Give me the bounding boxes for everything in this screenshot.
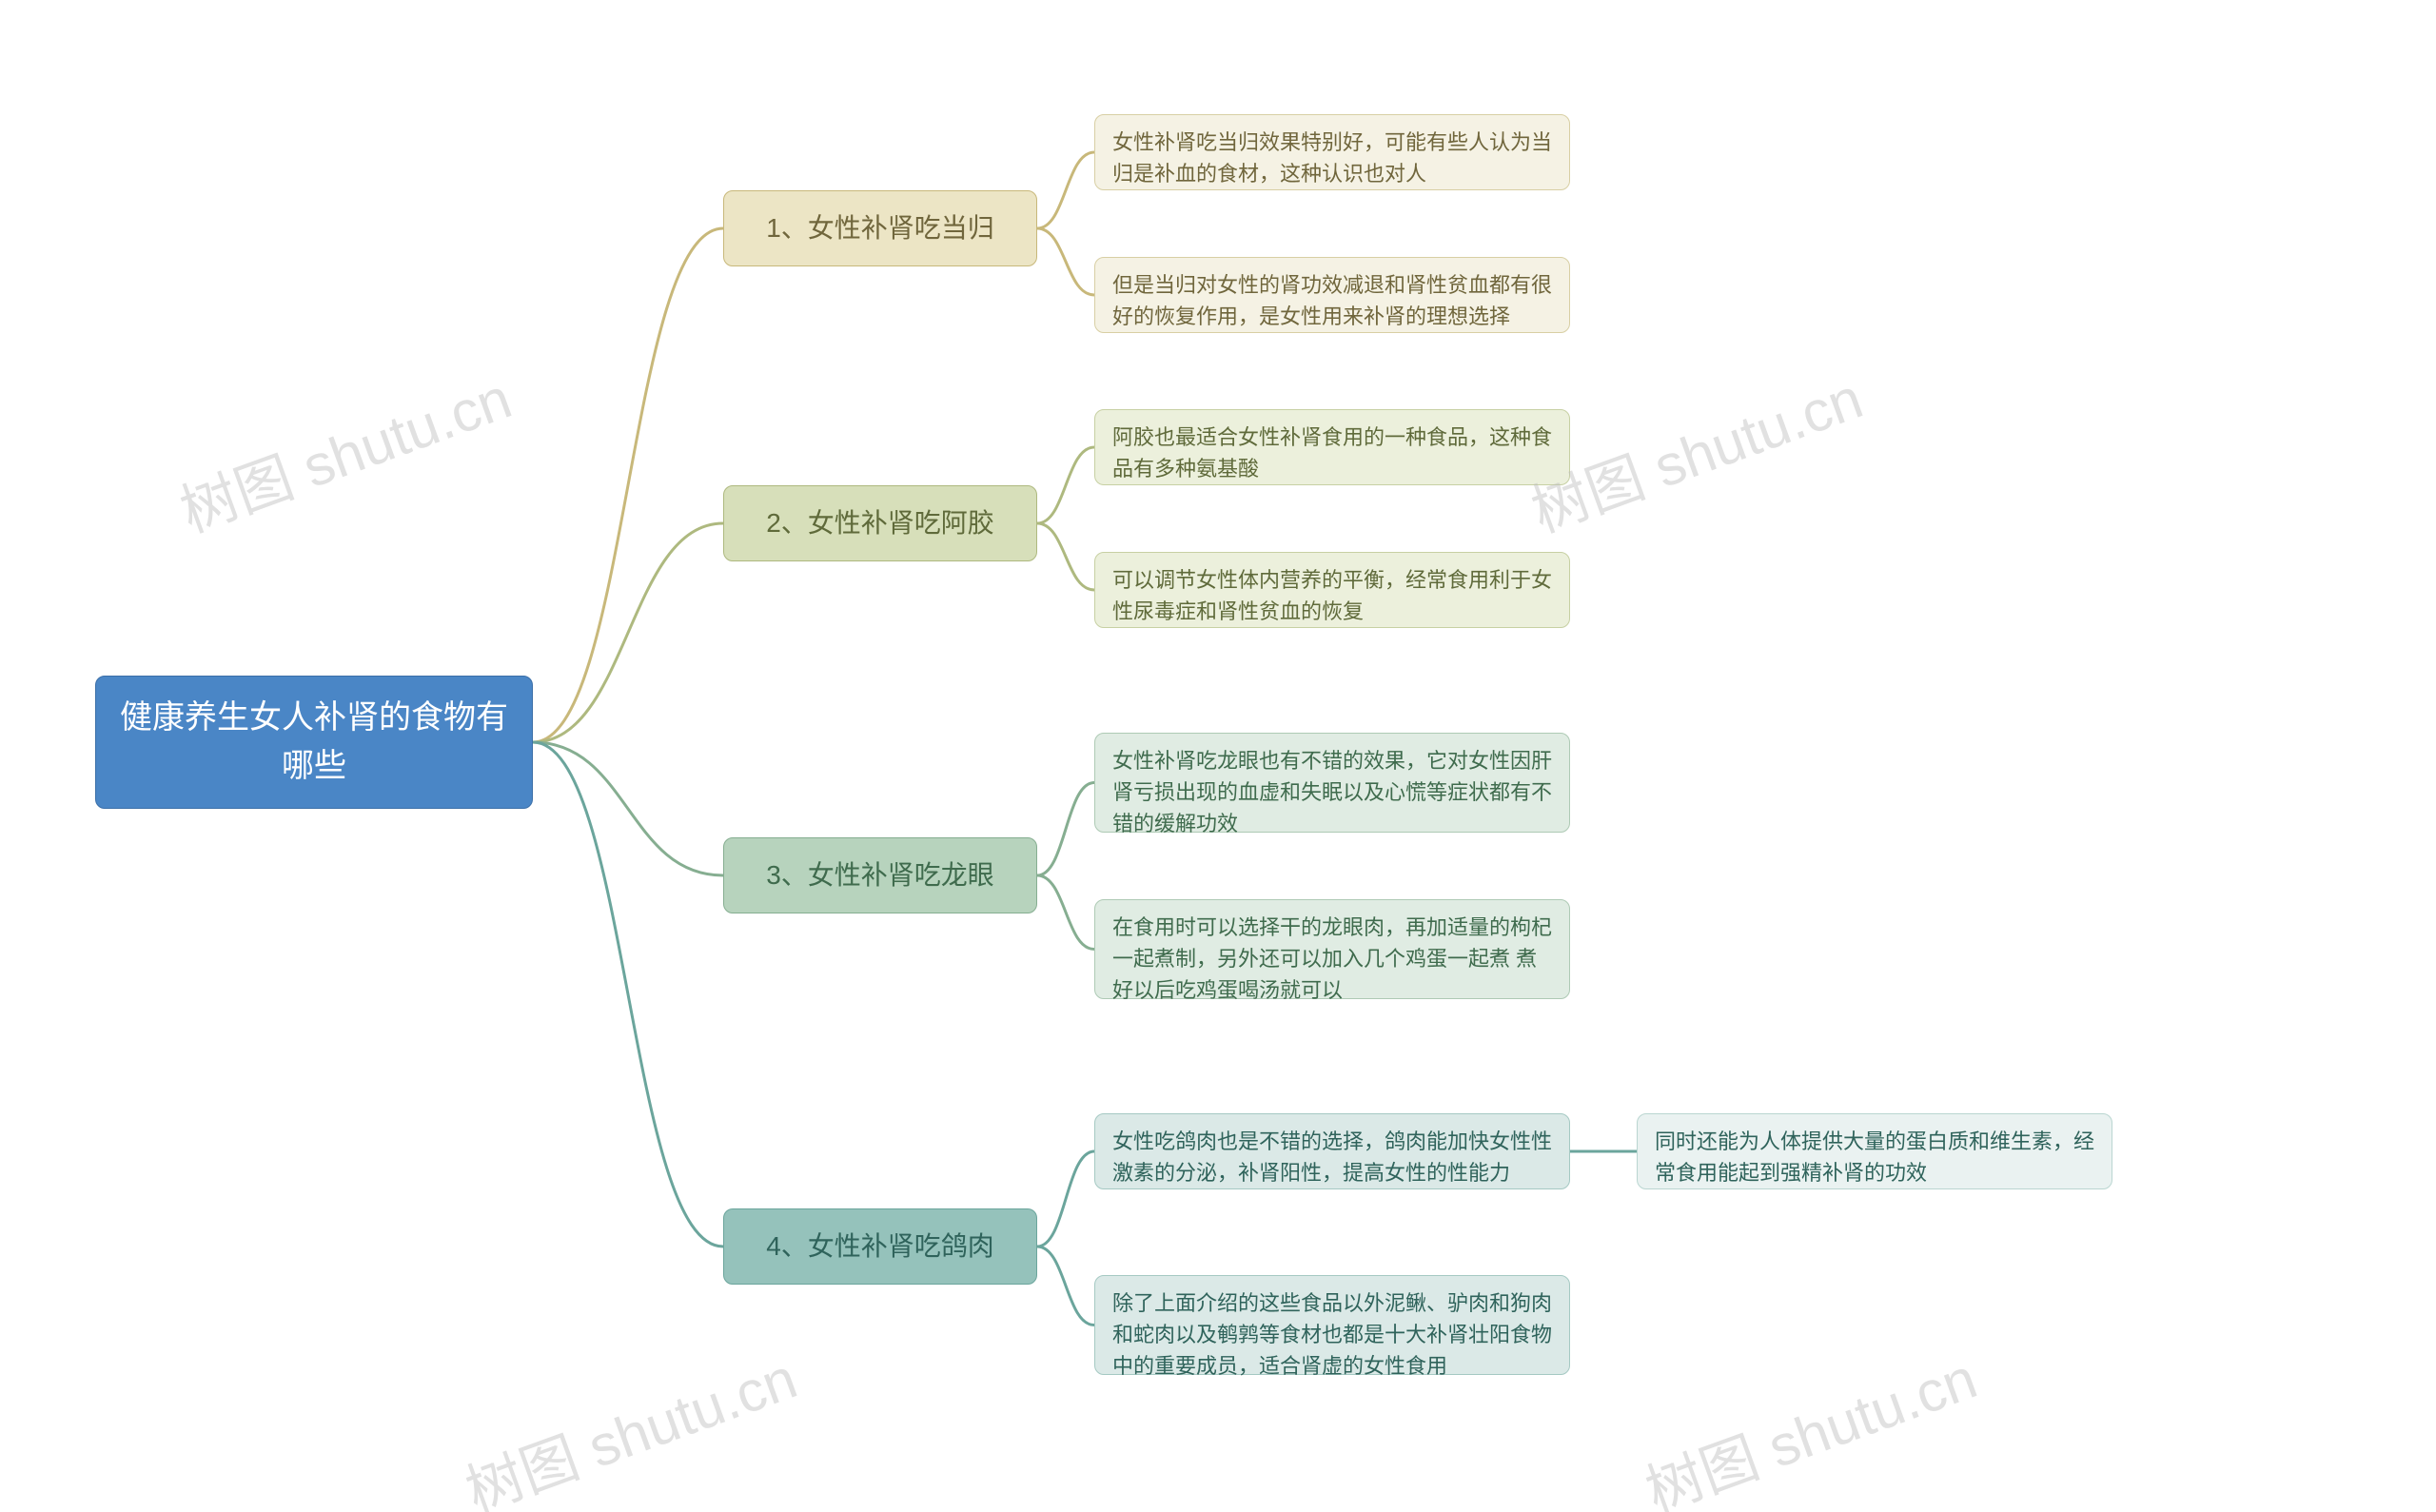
leaf-node-1-1: 女性补肾吃当归效果特别好，可能有些人认为当归是补血的食材，这种认识也对人: [1094, 114, 1570, 190]
leaf-node-4-2: 除了上面介绍的这些食品以外泥鳅、驴肉和狗肉和蛇肉以及鹌鹑等食材也都是十大补肾壮阳…: [1094, 1275, 1570, 1375]
root-node: 健康养生女人补肾的食物有哪些: [95, 676, 533, 809]
leaf-node-1-2: 但是当归对女性的肾功效减退和肾性贫血都有很好的恢复作用，是女性用来补肾的理想选择: [1094, 257, 1570, 333]
leaf-node-2-1: 阿胶也最适合女性补肾食用的一种食品，这种食品有多种氨基酸: [1094, 409, 1570, 485]
watermark-3: 树图 shutu.cn: [453, 1332, 806, 1512]
watermark-2: 树图 shutu.cn: [1519, 352, 1872, 548]
branch-node-3: 3、女性补肾吃龙眼: [723, 837, 1037, 913]
branch-node-4: 4、女性补肾吃鸽肉: [723, 1208, 1037, 1285]
leaf-node-2-2: 可以调节女性体内营养的平衡，经常食用利于女性尿毒症和肾性贫血的恢复: [1094, 552, 1570, 628]
branch-node-2: 2、女性补肾吃阿胶: [723, 485, 1037, 561]
leaf-node-3-1: 女性补肾吃龙眼也有不错的效果，它对女性因肝肾亏损出现的血虚和失眠以及心慌等症状都…: [1094, 733, 1570, 833]
leaf-node-3-2: 在食用时可以选择干的龙眼肉，再加适量的枸杞一起煮制，另外还可以加入几个鸡蛋一起煮…: [1094, 899, 1570, 999]
leaf-node-4-1: 女性吃鸽肉也是不错的选择，鸽肉能加快女性性激素的分泌，补肾阳性，提高女性的性能力: [1094, 1113, 1570, 1189]
watermark-1: 树图 shutu.cn: [167, 352, 521, 548]
branch-node-1: 1、女性补肾吃当归: [723, 190, 1037, 266]
watermark-4: 树图 shutu.cn: [1633, 1332, 1986, 1512]
leaf-node-4-1-1: 同时还能为人体提供大量的蛋白质和维生素，经常食用能起到强精补肾的功效: [1637, 1113, 2112, 1189]
